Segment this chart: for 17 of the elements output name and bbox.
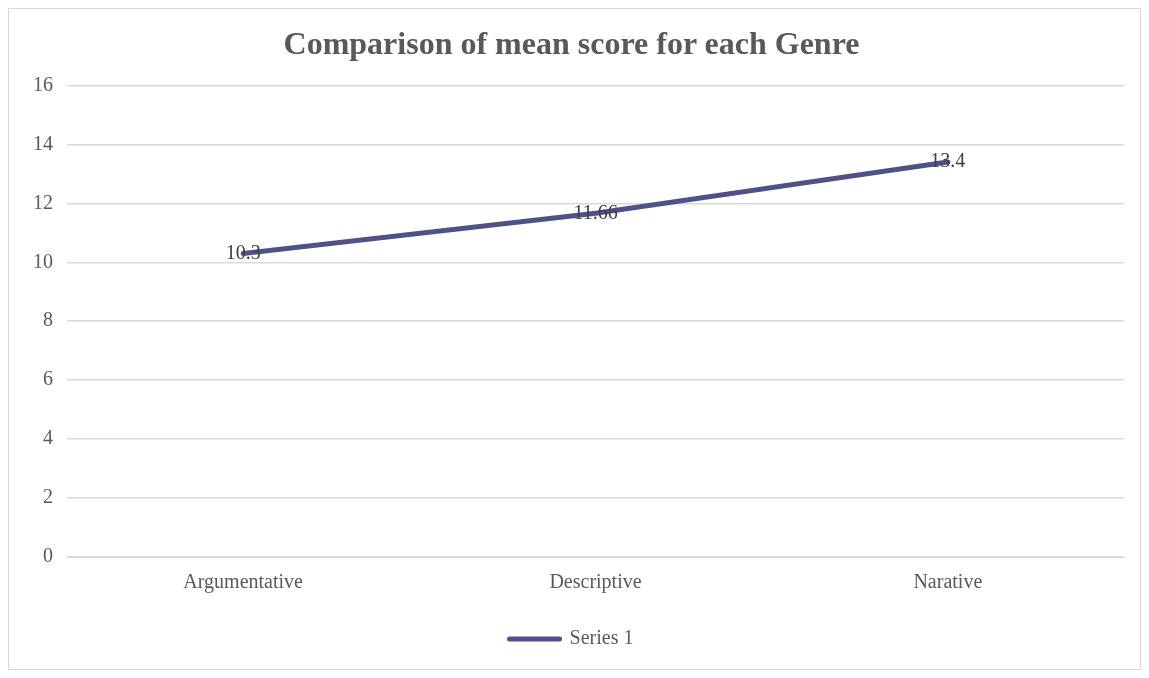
y-tick-label: 10 [33,249,53,272]
data-label: 10.3 [225,240,261,263]
data-label: 11.66 [573,200,618,223]
x-tick-label: Argumentative [183,570,304,594]
y-tick-label: 2 [43,485,53,508]
x-tick-label: Descriptive [549,570,642,594]
x-tick-label: Narative [913,570,983,593]
y-tick-label: 6 [43,367,53,390]
y-tick-label: 8 [43,308,53,331]
y-tick-label: 12 [33,190,53,213]
data-label: 13.4 [930,149,966,172]
y-tick-label: 16 [33,72,53,95]
y-tick-label: 0 [43,544,53,567]
chart-title: Comparison of mean score for each Genre [283,25,860,62]
legend-label: Series 1 [569,626,634,649]
y-tick-label: 4 [43,426,53,449]
y-tick-label: 14 [33,131,53,154]
